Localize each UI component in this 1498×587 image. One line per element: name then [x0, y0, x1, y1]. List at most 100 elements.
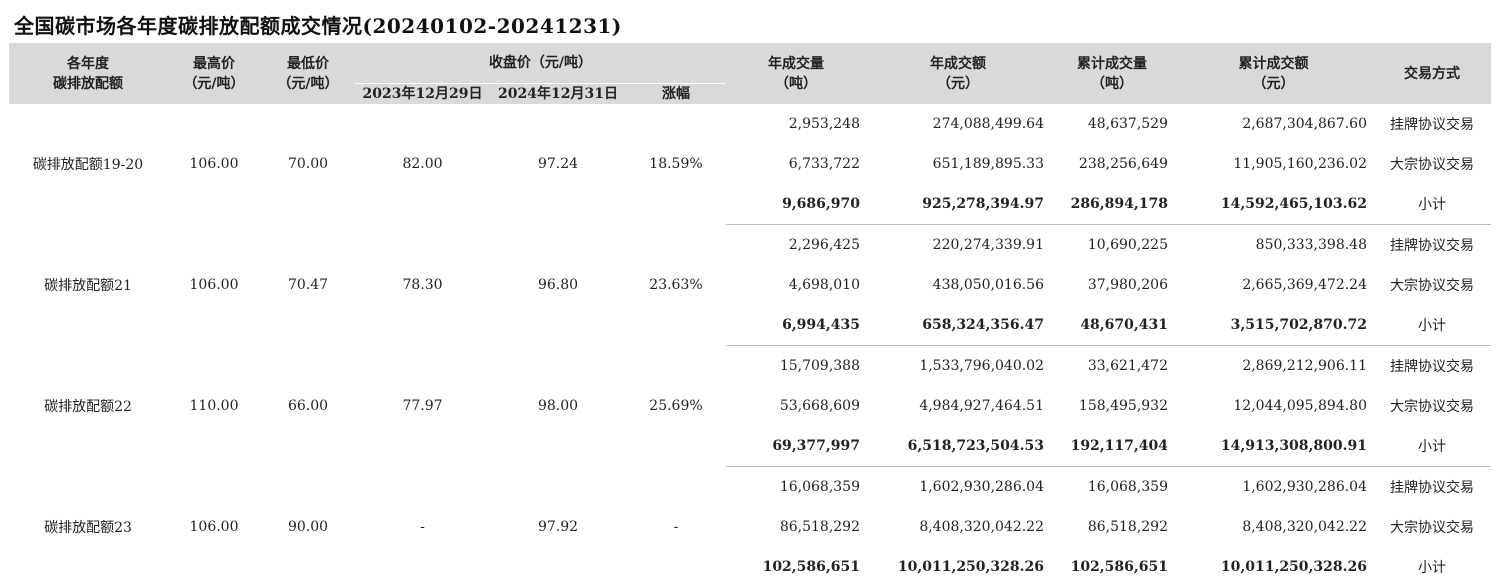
- method-cell: 大宗协议交易: [1373, 144, 1491, 184]
- cum-amount-cell: 850,333,398.48: [1174, 225, 1373, 266]
- header-high-price: 最高价（元/吨）: [167, 43, 261, 104]
- quota-name-cell: 碳排放配额22: [9, 346, 167, 467]
- header-close-2024: 2024年12月31日: [490, 84, 626, 105]
- year-volume-cell: 2,296,425: [726, 225, 866, 266]
- change-cell: 25.69%: [626, 346, 726, 467]
- cum-amount-cell: 8,408,320,042.22: [1174, 507, 1373, 547]
- method-cell: 小计: [1373, 184, 1491, 225]
- method-cell: 挂牌协议交易: [1373, 346, 1491, 387]
- cum-volume-cell: 37,980,206: [1050, 265, 1174, 305]
- header-year-amount: 年成交额（元）: [866, 43, 1050, 104]
- table-header: 各年度碳排放配额 最高价（元/吨） 最低价（元/吨） 收盘价（元/吨） 年成交量…: [9, 43, 1491, 104]
- year-volume-cell: 16,068,359: [726, 467, 866, 508]
- year-volume-cell: 4,698,010: [726, 265, 866, 305]
- cum-amount-cell: 11,905,160,236.02: [1174, 144, 1373, 184]
- year-amount-cell: 1,533,796,040.02: [866, 346, 1050, 387]
- cum-amount-cell: 2,869,212,906.11: [1174, 346, 1373, 387]
- cum-amount-cell: 14,592,465,103.62: [1174, 184, 1373, 225]
- method-cell: 大宗协议交易: [1373, 386, 1491, 426]
- header-low-price: 最低价（元/吨）: [261, 43, 355, 104]
- low-price-cell: 90.00: [261, 467, 355, 587]
- cum-amount-cell: 1,602,930,286.04: [1174, 467, 1373, 508]
- year-amount-cell: 10,011,250,328.26: [866, 547, 1050, 587]
- cum-volume-cell: 158,495,932: [1050, 386, 1174, 426]
- year-volume-cell: 6,733,722: [726, 144, 866, 184]
- high-price-cell: 106.00: [167, 104, 261, 225]
- year-amount-cell: 274,088,499.64: [866, 104, 1050, 144]
- quota-name-cell: 碳排放配额21: [9, 225, 167, 346]
- close-2024-cell: 97.92: [490, 467, 626, 587]
- year-amount-cell: 658,324,356.47: [866, 305, 1050, 346]
- close-2024-cell: 98.00: [490, 346, 626, 467]
- year-amount-cell: 6,518,723,504.53: [866, 426, 1050, 467]
- cum-amount-cell: 2,665,369,472.24: [1174, 265, 1373, 305]
- year-volume-cell: 6,994,435: [726, 305, 866, 346]
- year-amount-cell: 438,050,016.56: [866, 265, 1050, 305]
- cum-amount-cell: 3,515,702,870.72: [1174, 305, 1373, 346]
- header-cum-volume: 累计成交量（吨）: [1050, 43, 1174, 104]
- year-volume-cell: 53,668,609: [726, 386, 866, 426]
- low-price-cell: 70.47: [261, 225, 355, 346]
- year-volume-cell: 15,709,388: [726, 346, 866, 387]
- cum-volume-cell: 86,518,292: [1050, 507, 1174, 547]
- method-cell: 大宗协议交易: [1373, 265, 1491, 305]
- close-2024-cell: 97.24: [490, 104, 626, 225]
- change-cell: 18.59%: [626, 104, 726, 225]
- cum-volume-cell: 48,670,431: [1050, 305, 1174, 346]
- high-price-cell: 106.00: [167, 467, 261, 587]
- header-close-price-group: 收盘价（元/吨）: [355, 43, 726, 84]
- cum-volume-cell: 238,256,649: [1050, 144, 1174, 184]
- method-cell: 小计: [1373, 305, 1491, 346]
- cum-amount-cell: 14,913,308,800.91: [1174, 426, 1373, 467]
- cum-amount-cell: 10,011,250,328.26: [1174, 547, 1373, 587]
- cum-volume-cell: 192,117,404: [1050, 426, 1174, 467]
- cum-volume-cell: 102,586,651: [1050, 547, 1174, 587]
- cum-amount-cell: 12,044,095,894.80: [1174, 386, 1373, 426]
- header-change: 涨幅: [626, 84, 726, 105]
- close-2023-cell: 78.30: [355, 225, 490, 346]
- cum-volume-cell: 33,621,472: [1050, 346, 1174, 387]
- year-volume-cell: 2,953,248: [726, 104, 866, 144]
- close-2023-cell: 77.97: [355, 346, 490, 467]
- method-cell: 挂牌协议交易: [1373, 225, 1491, 266]
- cum-amount-cell: 2,687,304,867.60: [1174, 104, 1373, 144]
- year-amount-cell: 220,274,339.91: [866, 225, 1050, 266]
- header-method: 交易方式: [1373, 43, 1491, 104]
- change-cell: -: [626, 467, 726, 587]
- year-volume-cell: 9,686,970: [726, 184, 866, 225]
- method-cell: 挂牌协议交易: [1373, 467, 1491, 508]
- header-cum-amount: 累计成交额（元）: [1174, 43, 1373, 104]
- method-cell: 小计: [1373, 547, 1491, 587]
- year-amount-cell: 651,189,895.33: [866, 144, 1050, 184]
- year-amount-cell: 925,278,394.97: [866, 184, 1050, 225]
- low-price-cell: 70.00: [261, 104, 355, 225]
- change-cell: 23.63%: [626, 225, 726, 346]
- year-volume-cell: 86,518,292: [726, 507, 866, 547]
- high-price-cell: 110.00: [167, 346, 261, 467]
- cum-volume-cell: 10,690,225: [1050, 225, 1174, 266]
- high-price-cell: 106.00: [167, 225, 261, 346]
- year-amount-cell: 1,602,930,286.04: [866, 467, 1050, 508]
- year-amount-cell: 8,408,320,042.22: [866, 507, 1050, 547]
- method-cell: 小计: [1373, 426, 1491, 467]
- carbon-quota-table: 各年度碳排放配额 最高价（元/吨） 最低价（元/吨） 收盘价（元/吨） 年成交量…: [9, 43, 1491, 587]
- page-title: 全国碳市场各年度碳排放配额成交情况(20240102-20241231): [14, 10, 622, 39]
- year-volume-cell: 69,377,997: [726, 426, 866, 467]
- quota-name-cell: 碳排放配额19-20: [9, 104, 167, 225]
- year-volume-cell: 102,586,651: [726, 547, 866, 587]
- cum-volume-cell: 48,637,529: [1050, 104, 1174, 144]
- header-close-2023: 2023年12月29日: [355, 84, 490, 105]
- cum-volume-cell: 16,068,359: [1050, 467, 1174, 508]
- year-amount-cell: 4,984,927,464.51: [866, 386, 1050, 426]
- method-cell: 挂牌协议交易: [1373, 104, 1491, 144]
- quota-name-cell: 碳排放配额23: [9, 467, 167, 587]
- method-cell: 大宗协议交易: [1373, 507, 1491, 547]
- close-2023-cell: 82.00: [355, 104, 490, 225]
- header-year-volume: 年成交量（吨）: [726, 43, 866, 104]
- close-2023-cell: -: [355, 467, 490, 587]
- low-price-cell: 66.00: [261, 346, 355, 467]
